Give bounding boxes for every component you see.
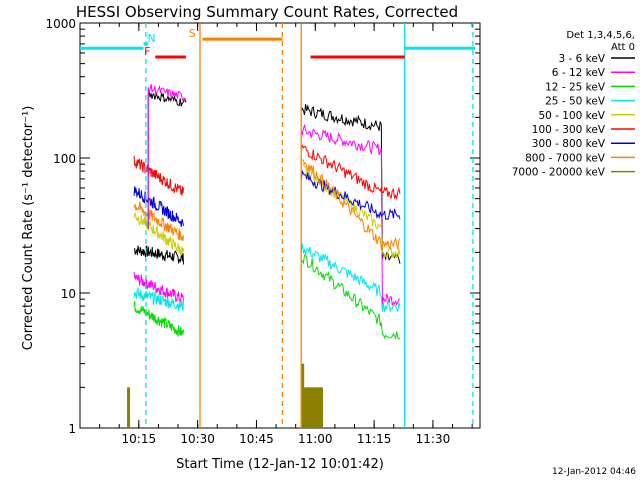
series-line xyxy=(133,271,184,303)
x-tick-label: 11:00 xyxy=(298,432,333,446)
legend-header: Att 0 xyxy=(611,42,635,53)
state-bar-label: F xyxy=(144,45,150,58)
y-tick-label: 1 xyxy=(68,422,76,436)
legend-label: 7000 - 20000 keV xyxy=(512,167,606,179)
state-bar-label: S xyxy=(189,27,196,40)
x-axis-label: Start Time (12-Jan-12 10:01:42) xyxy=(176,457,384,472)
x-tick-label: 10:30 xyxy=(180,432,215,446)
series-line xyxy=(133,286,184,312)
timestamp: 12-Jan-2012 04:46 xyxy=(552,467,636,477)
plot-area: 10:15 10:30 10:45 11:00 11:15 11:30 1 10 100 1000… xyxy=(45,17,481,446)
legend-label: 6 - 12 keV xyxy=(552,67,606,79)
y-tick-label: 1000 xyxy=(45,17,76,31)
y-tick-label: 100 xyxy=(53,152,76,166)
legend-label: 50 - 100 keV xyxy=(538,110,605,122)
series-line xyxy=(300,243,401,313)
series-line xyxy=(300,144,401,201)
chart-title: HESSI Observing Summary Count Rates, Cor… xyxy=(76,3,458,21)
legend: Det 1,3,4,5,6,Att 0 3 - 6 keV 6 - 12 keV 12… xyxy=(512,30,635,179)
legend-label: 100 - 300 keV xyxy=(532,124,606,136)
series-line xyxy=(133,300,184,337)
series-line xyxy=(147,83,187,229)
state-bar-label: N xyxy=(147,32,155,45)
series-bar xyxy=(301,387,323,428)
series-line xyxy=(300,159,401,251)
x-tick-label: 11:30 xyxy=(416,432,451,446)
series-line xyxy=(133,245,184,265)
series-line xyxy=(133,211,184,257)
y-axis-label: Corrected Count Rate (s⁻¹ detector⁻¹) xyxy=(21,106,36,351)
series-line xyxy=(300,123,401,306)
series-bar xyxy=(127,387,131,428)
y-tick-label: 10 xyxy=(61,287,76,301)
legend-label: 3 - 6 keV xyxy=(558,53,605,65)
legend-label: 25 - 50 keV xyxy=(545,96,606,108)
series-line xyxy=(300,169,401,221)
series-line xyxy=(147,91,187,229)
series-line xyxy=(133,186,184,227)
series-line xyxy=(133,155,184,196)
legend-label: 12 - 25 keV xyxy=(545,81,606,93)
legend-header: Det 1,3,4,5,6, xyxy=(566,30,635,41)
x-tick-label: 10:15 xyxy=(122,432,157,446)
x-tick-label: 10:45 xyxy=(239,432,274,446)
legend-label: 800 - 7000 keV xyxy=(525,152,606,164)
x-tick-label: 11:15 xyxy=(357,432,392,446)
series-line xyxy=(301,253,401,341)
legend-label: 300 - 800 keV xyxy=(532,138,606,150)
plot-frame xyxy=(79,22,481,429)
series-line xyxy=(133,200,184,241)
